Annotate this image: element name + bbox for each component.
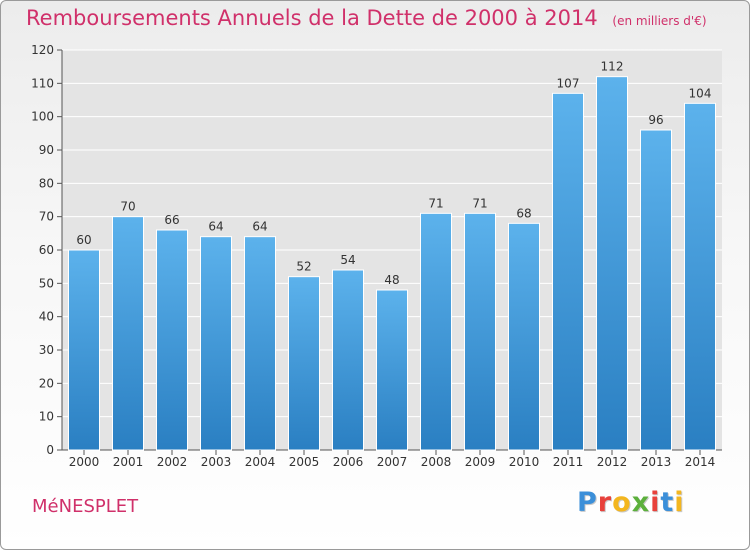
- y-tick-label: 10: [39, 410, 54, 424]
- bar: [244, 236, 276, 451]
- y-tick-label: 20: [39, 376, 54, 390]
- y-tick-label: 40: [39, 310, 54, 324]
- bar-value-label: 54: [340, 253, 355, 267]
- logo-letter: x: [631, 487, 651, 518]
- x-tick-label: 2010: [509, 455, 540, 469]
- x-tick-label: 2008: [421, 455, 452, 469]
- bar-value-label: 66: [164, 213, 179, 227]
- logo-letter: o: [612, 487, 632, 518]
- bar-value-label: 64: [208, 220, 223, 234]
- x-tick-label: 2007: [377, 455, 408, 469]
- x-tick-label: 2005: [289, 455, 320, 469]
- bar-value-label: 107: [557, 76, 580, 90]
- chart-unit: (en milliers d'€): [612, 14, 707, 28]
- logo-letter: r: [597, 487, 613, 518]
- x-tick-label: 2004: [245, 455, 276, 469]
- x-tick-label: 2012: [597, 455, 628, 469]
- bar: [552, 92, 584, 451]
- y-tick-label: 100: [31, 110, 54, 124]
- bar-value-label: 64: [252, 220, 267, 234]
- logo-letter: P: [577, 487, 598, 518]
- bar: [420, 212, 452, 451]
- bar-value-label: 96: [648, 113, 663, 127]
- bar-value-label: 104: [689, 86, 712, 100]
- y-tick-label: 90: [39, 143, 54, 157]
- x-tick-label: 2014: [685, 455, 716, 469]
- bar: [640, 129, 672, 451]
- bar-value-label: 52: [296, 260, 311, 274]
- bar: [112, 216, 144, 451]
- x-tick-label: 2001: [113, 455, 144, 469]
- bar: [68, 249, 100, 451]
- logo-letter: i: [674, 487, 685, 518]
- bar: [596, 76, 628, 451]
- x-tick-label: 2003: [201, 455, 232, 469]
- chart-title-text: Remboursements Annuels de la Dette de 20…: [26, 6, 598, 30]
- y-tick-label: 30: [39, 343, 54, 357]
- bar: [156, 229, 188, 451]
- y-tick-label: 80: [39, 176, 54, 190]
- x-tick-label: 2009: [465, 455, 496, 469]
- bar: [332, 269, 364, 451]
- bar-value-label: 71: [428, 196, 443, 210]
- bar: [464, 212, 496, 451]
- y-tick-label: 110: [31, 76, 54, 90]
- y-tick-label: 120: [31, 43, 54, 57]
- bar-value-label: 112: [601, 60, 624, 74]
- bar-value-label: 70: [120, 200, 135, 214]
- chart-title: Remboursements Annuels de la Dette de 20…: [26, 6, 707, 30]
- bar-value-label: 48: [384, 273, 399, 287]
- bar: [288, 276, 320, 451]
- x-tick-label: 2006: [333, 455, 364, 469]
- proxiti-logo: Proxiti: [577, 487, 685, 518]
- x-tick-label: 2013: [641, 455, 672, 469]
- x-tick-label: 2002: [157, 455, 188, 469]
- bar: [200, 236, 232, 451]
- bar-value-label: 71: [472, 196, 487, 210]
- y-tick-label: 60: [39, 243, 54, 257]
- bar-value-label: 60: [76, 233, 91, 247]
- logo-letter: t: [660, 487, 675, 518]
- bar: [376, 289, 408, 451]
- bar-value-label: 68: [516, 206, 531, 220]
- bar: [684, 102, 716, 451]
- commune-name: MéNESPLET: [32, 496, 139, 517]
- x-tick-label: 2000: [69, 455, 100, 469]
- x-tick-label: 2011: [553, 455, 584, 469]
- y-tick-label: 0: [46, 443, 54, 457]
- logo-letter: i: [650, 487, 661, 518]
- bar: [508, 222, 540, 451]
- y-tick-label: 50: [39, 276, 54, 290]
- y-tick-label: 70: [39, 210, 54, 224]
